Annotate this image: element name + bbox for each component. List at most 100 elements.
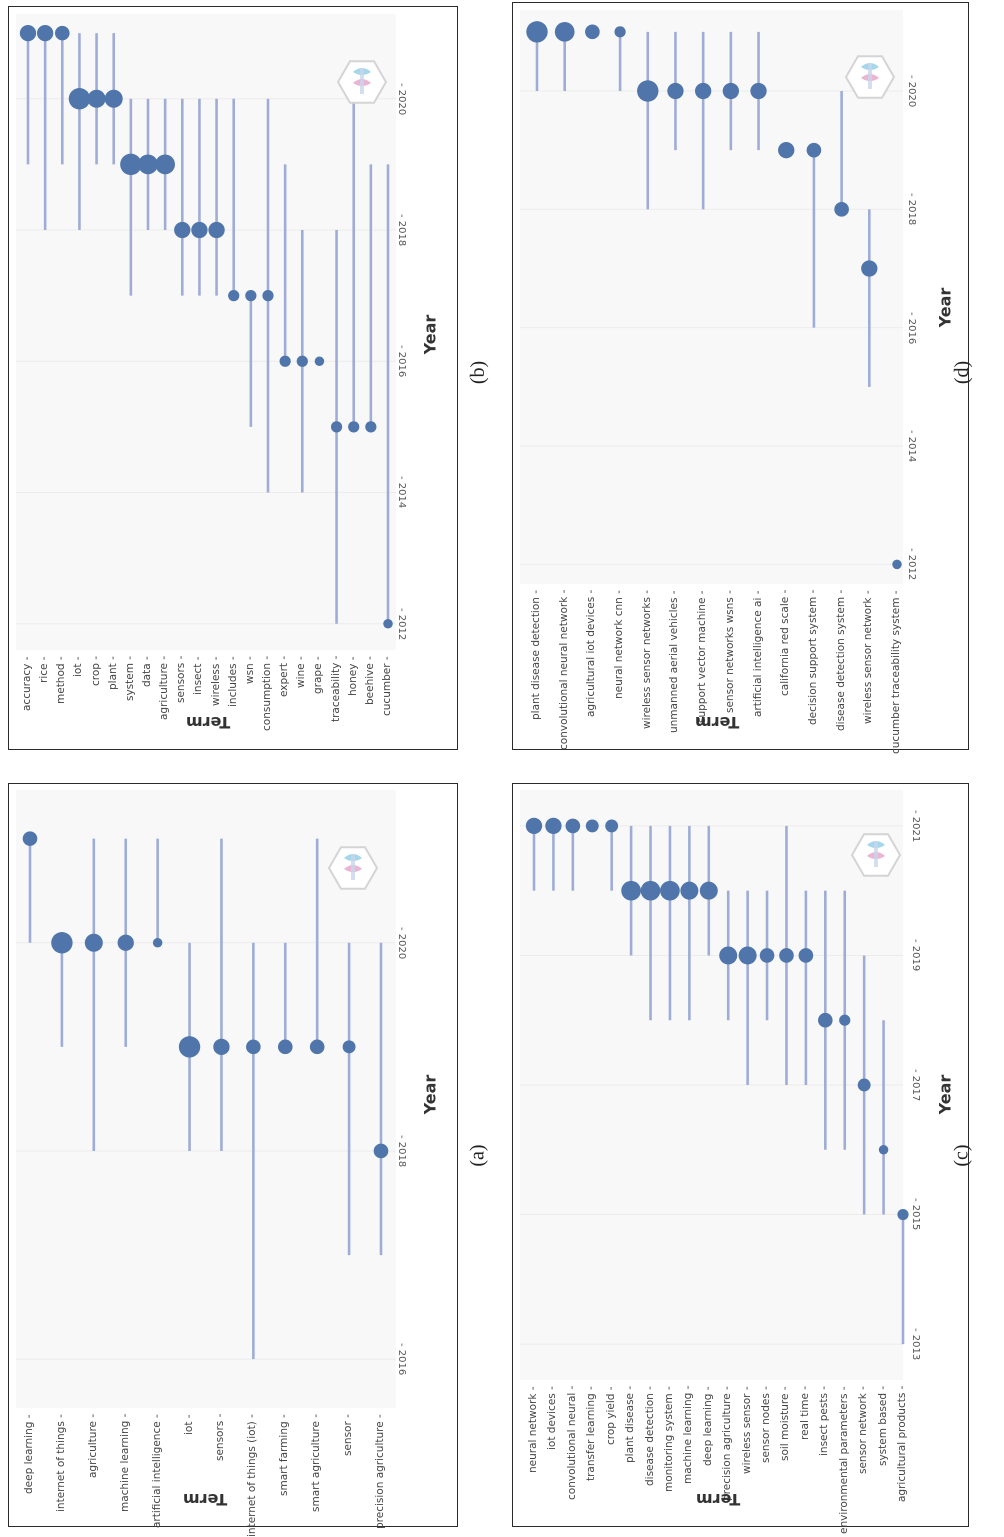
panel-d-point-cucumber-traceability-system xyxy=(892,559,902,570)
panel-c-frame xyxy=(512,783,969,1527)
panel-b-point-grape xyxy=(314,356,325,366)
panel-d-term-label: convolutional neural network - xyxy=(557,590,570,751)
panel-a-point-internet-of-things-iot xyxy=(246,1039,261,1055)
panel-b-point-agriculture xyxy=(155,154,175,175)
panel-c-point-real-time xyxy=(798,948,814,963)
panel-d-term-label: plant disease detection - xyxy=(530,590,542,721)
panel-d-point-neural-network-cnn xyxy=(614,26,626,38)
panel-c-point-transfer-learning xyxy=(585,819,599,833)
panel-b-point-wsn xyxy=(245,290,257,302)
panel-b-point-sensors xyxy=(174,221,191,239)
panel-a-point-sensors xyxy=(213,1038,230,1056)
panel-d-point-california-red-scale xyxy=(778,142,795,159)
panel-b-point-accuracy xyxy=(19,24,37,42)
panel-c-point-deep-learning xyxy=(699,881,718,900)
panel-c-point-machine-learning xyxy=(680,881,699,900)
panel-c-point-precision-agriculture xyxy=(719,946,738,965)
panel-d-term-label: decision support system - xyxy=(806,590,819,726)
panel-b-point-traceability xyxy=(330,421,343,433)
panel-a-point-sensor xyxy=(342,1040,356,1054)
panel-d-point-sensor-networks-wsns xyxy=(722,82,739,100)
panel-c-point-insect-pests xyxy=(818,1012,833,1028)
panel-b-point-honey xyxy=(348,421,360,433)
panel-d-term-axis-title: Term xyxy=(694,713,740,732)
panel-c-logo-badge-icon xyxy=(850,833,902,877)
panel-c-point-sensor-nodes xyxy=(759,948,775,963)
panel-b-logo-badge-icon xyxy=(336,60,388,104)
panel-c-point-agricultural-products xyxy=(897,1208,909,1221)
panel-d-caption: (d) xyxy=(950,361,973,385)
panel-d-point-artificial-intelligence-ai xyxy=(750,82,767,100)
panel-d-term-label: cucumber traceability system - xyxy=(890,590,902,754)
panel-b-point-insect xyxy=(191,221,208,239)
panel-b-point-system xyxy=(120,153,142,176)
panel-d-point-decision-support-system xyxy=(806,142,822,158)
panel-d-term-label: neural network cnn - xyxy=(613,590,626,699)
panel-d-point-convolutional-neural-network xyxy=(554,21,575,42)
panel-a-plot-area xyxy=(16,790,396,1408)
panel-b-point-data xyxy=(138,154,158,175)
panel-b-point-expert xyxy=(279,355,291,367)
panel-a-point-machine-learning xyxy=(117,934,134,951)
panel-d-point-unmanned-aerial-vehicles xyxy=(667,82,684,100)
panel-d-term-label: wireless sensor network - xyxy=(862,590,875,724)
panel-b-point-crop xyxy=(87,89,106,108)
panel-b-frame xyxy=(8,6,458,750)
panel-b-point-wine xyxy=(296,355,308,367)
panel-c-point-iot-devices xyxy=(545,817,562,835)
panel-d-point-plant-disease-detection xyxy=(526,21,548,43)
panel-d-term-label: artificial intelligence ai - xyxy=(751,590,764,717)
panel-d-point-agricultural-iot-devices xyxy=(585,24,600,40)
panel-d-logo-badge-icon xyxy=(844,55,896,99)
panel-b-point-rice xyxy=(36,24,54,42)
panel-c-point-convolutional-neural xyxy=(565,818,581,834)
panel-c-point-monitoring-system xyxy=(660,880,680,901)
panel-d-year-tick: - 2012 xyxy=(906,548,917,581)
panel-d-year-tick: - 2016 xyxy=(906,311,917,344)
panel-d-term-label: support vector machine - xyxy=(696,590,709,723)
panel-a-point-precision-agriculture xyxy=(373,1143,389,1159)
panel-d-term-label: sensor networks wsns - xyxy=(723,590,736,713)
panel-d-plot-area xyxy=(520,10,903,584)
panel-c-point-crop-yield xyxy=(605,819,619,833)
panel-a-point-agriculture xyxy=(84,933,103,952)
panel-c-point-soil-moisture xyxy=(779,948,794,963)
panel-d-term-label: unmanned aerial vehicles - xyxy=(668,590,681,733)
panel-d-point-support-vector-machine xyxy=(695,82,712,100)
panel-d-year-tick: - 2018 xyxy=(906,193,917,226)
panel-b-point-consumption xyxy=(262,290,274,302)
panel-d-term-label: disease detection system - xyxy=(834,590,847,732)
panel-a-point-smart-farming xyxy=(277,1039,293,1055)
panel-b-point-includes xyxy=(228,290,240,302)
panel-d-term-label: agricultural iot devices - xyxy=(585,590,598,718)
panel-a-point-artificial-intelligence xyxy=(152,938,163,948)
panel-b-point-cucumber xyxy=(383,619,393,629)
panel-a-point-deep-learning xyxy=(22,831,38,846)
panel-b-point-method xyxy=(54,25,70,41)
panel-b-point-wireless xyxy=(208,221,225,239)
panel-b-point-iot xyxy=(68,88,91,110)
panel-d-point-wireless-sensor-networks xyxy=(637,80,659,102)
panel-c-point-sensor-network xyxy=(857,1078,871,1092)
panel-c-point-environmental-parameters xyxy=(839,1014,851,1026)
panel-c-point-neural-network xyxy=(525,817,543,835)
panel-a-point-smart-agriculture xyxy=(309,1039,325,1055)
panel-d-point-wireless-sensor-network xyxy=(861,260,878,277)
panel-c-point-plant-disease xyxy=(621,880,641,901)
panel-d-year-axis-title: Year xyxy=(935,287,955,328)
panel-d-term-label: wireless sensor networks - xyxy=(640,590,653,730)
panel-a-point-internet-of-things xyxy=(51,932,73,954)
panel-d-year-tick: - 2020 xyxy=(906,74,917,108)
panel-c-point-wireless-sensor xyxy=(738,946,757,965)
panel-d-point-disease-detection-system xyxy=(834,202,849,217)
panel-a-point-iot xyxy=(178,1036,201,1058)
panel-d-term-label: california red scale - xyxy=(779,590,792,697)
panel-c-point-disease-detection xyxy=(640,880,661,901)
panel-d-frame xyxy=(512,2,969,750)
panel-a-logo-badge-icon xyxy=(327,846,379,890)
panel-d-year-tick: - 2014 xyxy=(906,429,917,463)
